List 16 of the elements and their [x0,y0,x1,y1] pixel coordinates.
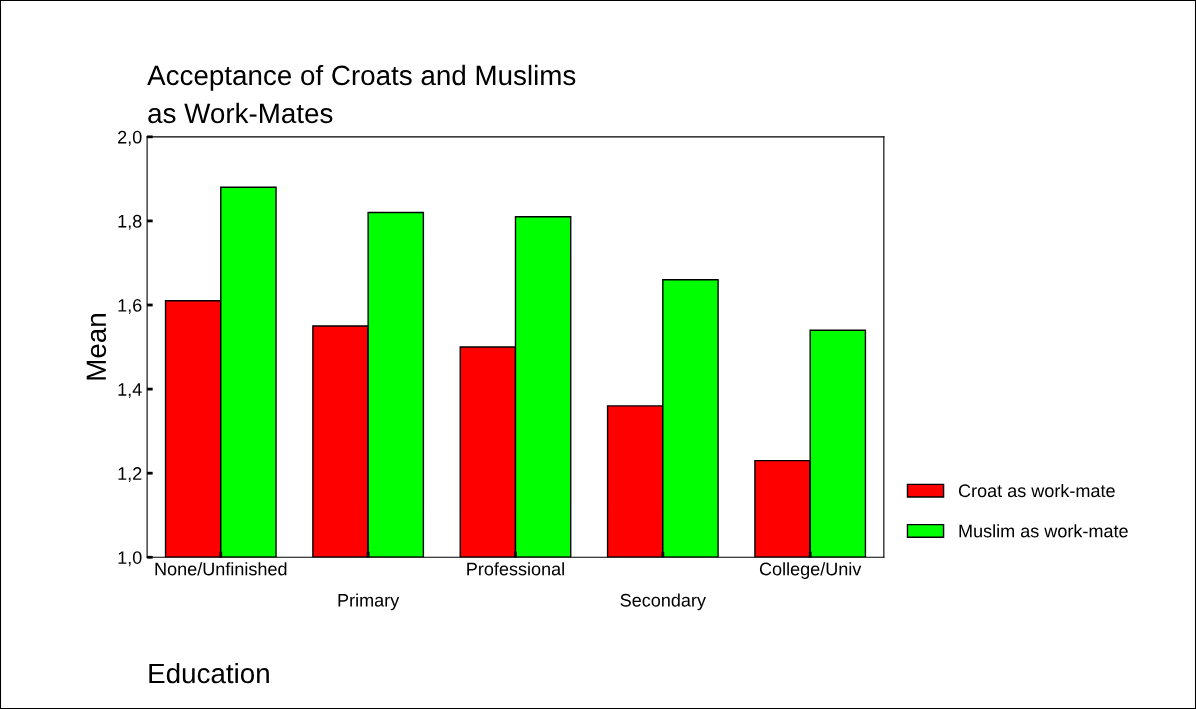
x-tick-label: Primary [338,593,400,611]
y-axis-title: Mean [86,314,107,380]
y-tick-label: 1,6 [118,298,142,314]
y-tick-label: 1,0 [118,551,142,567]
legend-label: Muslim as work-mate [959,524,1128,538]
x-tick-label: None/Unfinished [155,562,287,576]
x-tick-label: Professional [467,562,564,576]
x-tick-label: Secondary [620,593,706,611]
y-tick-label: 1,8 [118,214,142,230]
chart-title: Acceptance of Croats and Muslims as Work-Mates [147,64,576,124]
y-tick-label: 2,0 [118,130,142,146]
y-tick-label: 1,2 [118,467,142,483]
x-tick-label: College/Univ [759,562,862,579]
x-axis-title: Education [149,662,269,684]
y-tick-label: 1,4 [118,383,142,398]
legend-label: Croat as work-mate [958,483,1115,498]
